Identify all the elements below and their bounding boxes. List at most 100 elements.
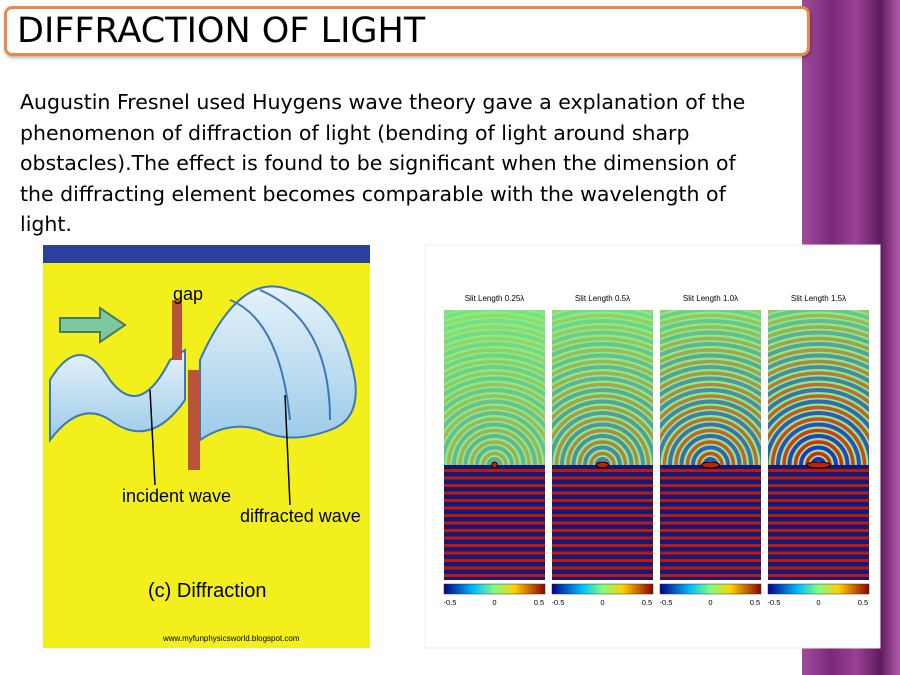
right-image: Slit Length 0.25λ -0.5 0 0.5 Slit Length 0.5… [444, 294, 870, 607]
stripe [552, 476, 653, 480]
wave-ring [660, 371, 761, 391]
wave-ring [560, 422, 645, 465]
stripe [660, 476, 761, 480]
colorbar-tick-label: 0 [492, 598, 496, 607]
stripe [552, 529, 653, 532]
wave-ring [805, 451, 832, 465]
panel-title: Slit Length 0.25λ [465, 294, 525, 303]
wave-ring [768, 330, 869, 345]
colorbar-tick-label: -0.5 [660, 598, 673, 607]
stripe [660, 536, 761, 540]
wave-ring [768, 325, 869, 339]
wave-ring [458, 428, 531, 465]
panel-field [444, 310, 545, 465]
stripe [768, 469, 869, 472]
wave-ring [768, 405, 869, 442]
colorbar-tick-label: -0.5 [444, 598, 457, 607]
stripe [660, 566, 761, 570]
wave-ring [768, 376, 869, 398]
wave-ring [444, 405, 545, 442]
wave-ring [469, 440, 520, 465]
wave-ring [446, 417, 543, 465]
wave-ring [660, 348, 761, 364]
stripe [552, 551, 653, 555]
stripe [444, 514, 545, 517]
wave-ring [444, 371, 545, 391]
stripe [444, 559, 545, 562]
wave-ring [662, 417, 759, 465]
wave-ring [444, 382, 545, 405]
stripe [660, 529, 761, 532]
wave-ring [660, 411, 761, 465]
left-image: gap incident wave diffracted wave (c) Di… [43, 245, 370, 648]
stripe [660, 499, 761, 502]
stripe [768, 559, 869, 562]
stripe [552, 484, 653, 487]
wave-ring [444, 365, 545, 384]
slit [701, 461, 720, 469]
wave-ring [552, 359, 653, 377]
stripe [552, 514, 653, 517]
stripe [768, 506, 869, 510]
wave-ring [768, 399, 869, 430]
stripe [660, 521, 761, 525]
wave-ring [552, 411, 653, 465]
wave-ring [444, 325, 545, 339]
wave-ring [768, 342, 869, 358]
wave-ring [444, 330, 545, 345]
stripe [552, 469, 653, 472]
wave-ring [768, 353, 869, 371]
wave-ring [770, 417, 867, 465]
wave-ring [776, 422, 861, 465]
stripe [552, 574, 653, 577]
wave-ring [552, 399, 653, 430]
wavefronts [768, 310, 869, 465]
diffracted-label: diffracted wave [240, 506, 361, 526]
wavefronts [552, 310, 653, 465]
stripe [552, 506, 653, 510]
wavefronts [444, 310, 545, 465]
stripe [660, 469, 761, 472]
wave-ring [660, 405, 761, 442]
stripe [552, 544, 653, 547]
wave-ring [782, 428, 855, 465]
wave-ring [452, 422, 537, 465]
stripe [552, 499, 653, 502]
stripe [444, 521, 545, 525]
stripe [768, 574, 869, 577]
wave-ring [660, 388, 761, 413]
wave-ring [552, 388, 653, 413]
wave-ring [787, 434, 850, 465]
wave-ring [697, 451, 724, 465]
wave-ring [702, 457, 719, 465]
wave-ring [475, 445, 514, 465]
wave-ring [660, 313, 761, 327]
stripe [660, 506, 761, 510]
wave-ring [444, 376, 545, 398]
wave-ring [768, 394, 869, 421]
stripe [444, 469, 545, 472]
stripe [552, 566, 653, 570]
stripe [768, 536, 869, 540]
colorbar-tick-label: 0 [816, 598, 820, 607]
wave-ring [589, 451, 616, 465]
wave-ring [486, 457, 503, 465]
wave-ring [660, 330, 761, 345]
paragraph: Augustin Fresnel used Huygens wave theor… [20, 87, 820, 240]
paragraph-line: the diffracting element becomes comparab… [20, 181, 726, 206]
wave-ring [444, 388, 545, 413]
wave-ring [594, 457, 611, 465]
wave-ring [444, 353, 545, 371]
panel-title: Slit Length 0.5λ [575, 294, 630, 303]
stripe [444, 499, 545, 502]
stripe [552, 521, 653, 525]
wave-ring [768, 388, 869, 413]
wave-ring [552, 371, 653, 391]
stripe [768, 491, 869, 495]
stripe [660, 551, 761, 555]
title-box: DIFFRACTION OF LIGHT [4, 6, 810, 56]
stripe [660, 544, 761, 547]
stripe [768, 484, 869, 487]
wave-ring [444, 336, 545, 351]
wave-ring [768, 319, 869, 333]
